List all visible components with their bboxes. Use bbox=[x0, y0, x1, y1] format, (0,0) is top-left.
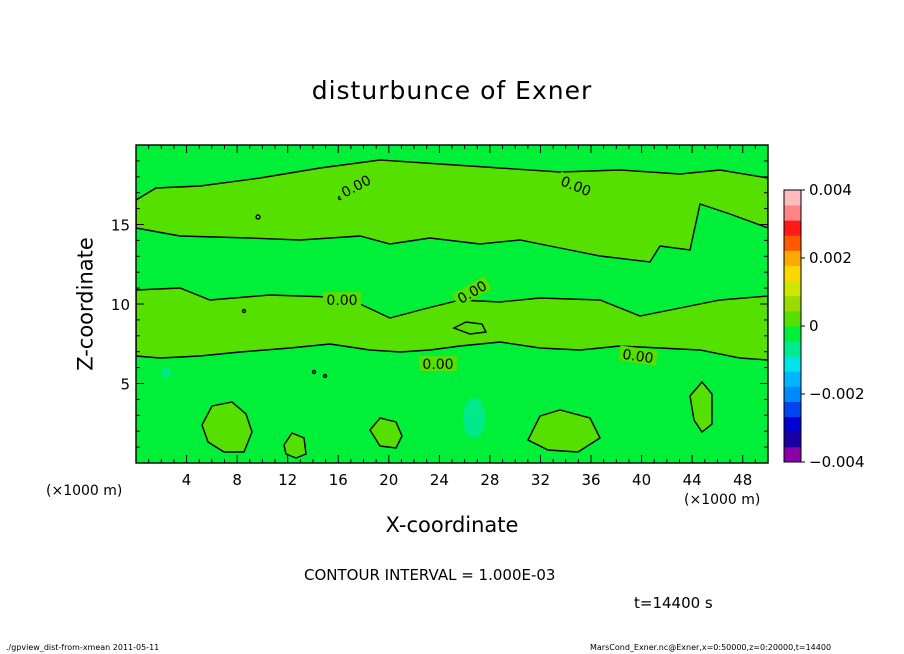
contour-line bbox=[201, 401, 253, 453]
footer-script-info: ./gpview_dist-from-xmean 2011-05-11 bbox=[6, 643, 160, 652]
contour-line bbox=[527, 409, 601, 453]
zero-contour-lines bbox=[136, 159, 768, 459]
contour-label-background bbox=[419, 356, 457, 371]
colorbar-tick-label: 0.004 bbox=[809, 181, 852, 199]
contour-label: 0.00 bbox=[621, 347, 654, 367]
colorbar-segment bbox=[784, 416, 801, 433]
contour-interval-note: CONTOUR INTERVAL = 1.000E-03 bbox=[304, 566, 556, 584]
footer-source-info: MarsCond_Exner.nc@Exner,x=0:50000,z=0:20… bbox=[590, 643, 832, 652]
colorbar-tick-label: 0.002 bbox=[809, 249, 852, 267]
y-tick-label: 10 bbox=[111, 296, 130, 314]
colorbar-segment bbox=[784, 265, 801, 282]
contour-line bbox=[322, 373, 328, 379]
x-tick-label: 12 bbox=[278, 471, 297, 489]
contour-line bbox=[369, 417, 403, 449]
contour-label: 0.00 bbox=[326, 293, 357, 309]
colorbar: −0.004 −0.002 0 0.002 0.004 bbox=[783, 181, 865, 471]
colorbar-segment bbox=[784, 371, 801, 387]
contour-label-background bbox=[451, 275, 492, 308]
x-tick-label: 4 bbox=[182, 471, 192, 489]
colorbar-segment bbox=[784, 310, 801, 327]
positive-region bbox=[136, 160, 768, 262]
contour-line bbox=[255, 214, 261, 220]
x-tick-label: 28 bbox=[480, 471, 499, 489]
x-tick-label: 16 bbox=[329, 471, 348, 489]
contour-line bbox=[452, 321, 488, 335]
contour-label: 0.00 bbox=[422, 357, 453, 373]
colorbar-segment bbox=[784, 295, 801, 312]
colorbar-segment bbox=[784, 280, 801, 297]
contour-line bbox=[241, 308, 247, 314]
weak-negative-spot bbox=[161, 368, 171, 378]
contour-line bbox=[136, 159, 768, 263]
colorbar-segment bbox=[784, 190, 801, 206]
y-axis-unit: (×1000 m) bbox=[46, 483, 123, 499]
x-axis-unit: (×1000 m) bbox=[684, 492, 761, 508]
x-axis: 4 8 12 16 20 24 28 32 36 40 44 48 bbox=[148, 145, 756, 489]
x-tick-label: 8 bbox=[232, 471, 242, 489]
colorbar-segment bbox=[784, 250, 801, 266]
y-tick-label: 5 bbox=[120, 376, 130, 394]
contour-line bbox=[136, 287, 768, 361]
colorbar-tick-label: −0.002 bbox=[809, 385, 865, 403]
contour-line bbox=[689, 380, 713, 434]
x-tick-label: 36 bbox=[581, 471, 600, 489]
weak-negative-spot bbox=[463, 398, 485, 438]
chart-title: disturbunce of Exner bbox=[311, 76, 593, 105]
plot-area: 0.00 0.000.00 0.000.00 0.00 4 8 12 16 20 24 28 32 3… bbox=[111, 144, 769, 489]
x-axis-label: X-coordinate bbox=[385, 513, 519, 537]
contour-label-background bbox=[323, 292, 361, 307]
contour-label-background bbox=[335, 170, 377, 202]
positive-region bbox=[284, 433, 306, 458]
contour-label-background bbox=[555, 171, 597, 200]
colorbar-segment bbox=[784, 205, 801, 221]
x-tick-label: 40 bbox=[632, 471, 651, 489]
y-axis: 5 10 15 bbox=[111, 160, 768, 448]
x-tick-label: 32 bbox=[531, 471, 550, 489]
colorbar-segment bbox=[784, 326, 801, 342]
positive-region bbox=[690, 382, 712, 432]
contour-line bbox=[283, 432, 307, 459]
colorbar-segment bbox=[784, 356, 801, 372]
colorbar-segment bbox=[784, 235, 801, 251]
x-tick-label: 44 bbox=[683, 471, 702, 489]
y-tick-label: 15 bbox=[111, 217, 130, 235]
colorbar-tick-label: −0.004 bbox=[809, 453, 865, 471]
colorbar-segment bbox=[784, 220, 801, 236]
x-tick-label: 48 bbox=[733, 471, 752, 489]
colorbar-segment bbox=[784, 446, 801, 463]
contour-line bbox=[311, 369, 317, 375]
time-label: t=14400 s bbox=[634, 594, 713, 612]
x-tick-label: 24 bbox=[430, 471, 449, 489]
positive-region bbox=[370, 418, 402, 448]
x-tick-label: 20 bbox=[379, 471, 398, 489]
positive-region bbox=[136, 288, 768, 360]
colorbar-segment bbox=[784, 431, 801, 448]
colorbar-tick-label: 0 bbox=[809, 317, 819, 335]
y-axis-label: Z-coordinate bbox=[73, 237, 98, 371]
colorbar-segment bbox=[784, 341, 801, 357]
positive-region bbox=[202, 402, 252, 452]
colorbar-segment bbox=[784, 386, 801, 402]
positive-region bbox=[528, 410, 600, 452]
colorbar-segment bbox=[784, 401, 801, 418]
contour-label-background bbox=[618, 345, 658, 366]
